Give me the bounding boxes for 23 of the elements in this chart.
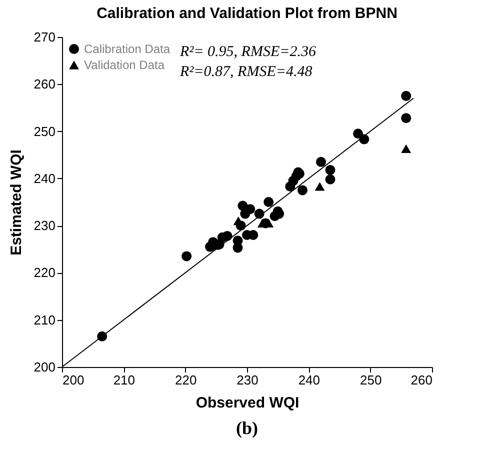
x-tick-label: 210 [113, 372, 136, 388]
annotation: R²= 0.95, RMSE=2.36 [179, 44, 316, 60]
x-tick-label: 240 [298, 372, 320, 388]
chart-title: Calibration and Validation Plot from BPNN [96, 5, 398, 22]
y-tick-label: 220 [34, 265, 56, 280]
y-tick-label: 200 [34, 360, 56, 374]
y-tick-label: 270 [34, 30, 56, 44]
y-tick-label: 240 [34, 170, 56, 186]
y-tick-label: 210 [34, 312, 56, 328]
x-tick-label: 200 [62, 372, 84, 388]
text: (b) [236, 418, 258, 438]
annotation: R²=0.87, RMSE=4.48 [179, 64, 313, 80]
x-tick-label: 260 [410, 372, 432, 388]
y-axis-title: Estimated WQI [8, 150, 25, 256]
y-tick-label: 250 [34, 124, 56, 139]
x-tick-label: 250 [360, 372, 382, 388]
x-tick-label: 230 [236, 372, 258, 388]
y-tick-label: 260 [34, 76, 56, 92]
x-tick-label: 220 [174, 372, 197, 388]
legend-label: Validation Data [84, 58, 165, 72]
legend-label: Calibration Data [84, 42, 170, 56]
y-tick-label: 230 [34, 218, 56, 234]
x-axis-title: Observed WQI [196, 394, 300, 412]
